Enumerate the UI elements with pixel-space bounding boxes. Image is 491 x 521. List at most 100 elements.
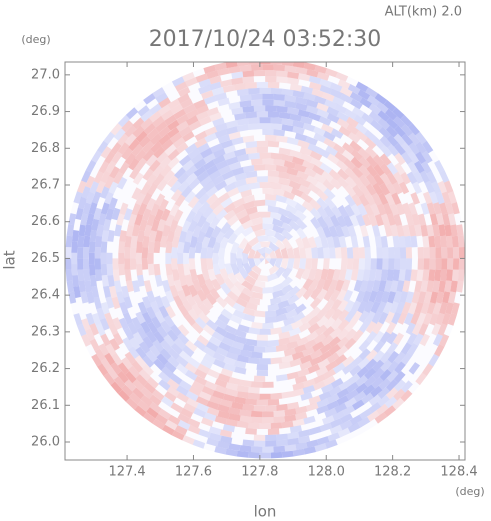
radar-texture [194,130,208,142]
radar-texture [438,280,446,293]
radar-texture [135,130,148,143]
radar-texture [203,64,216,74]
radar-texture [373,330,385,344]
radar-texture [387,360,399,373]
radar-texture [195,73,209,83]
radar-texture [307,315,321,327]
radar-texture [365,321,377,334]
radar-texture [251,321,263,329]
radar-texture [405,322,416,335]
radar-field [65,62,465,459]
radar-texture [232,197,246,208]
radar-texture [231,71,244,79]
radar-texture [344,310,356,323]
radar-texture [303,92,316,101]
radar-texture [221,336,234,347]
radar-texture [323,247,330,259]
radar-texture [65,258,72,270]
radar-texture [355,375,368,387]
radar-texture [281,354,294,363]
radar-texture [313,333,327,345]
radar-texture [262,99,274,106]
radar-texture [228,101,241,110]
radar-texture [217,373,231,383]
radar-texture [316,398,330,409]
radar-texture [414,160,425,174]
radar-texture [122,337,133,350]
radar-texture [131,187,142,200]
radar-texture [230,252,237,265]
radar-texture [178,154,192,167]
radar-texture [431,323,441,336]
radar-texture [352,258,360,270]
radar-texture [313,380,326,391]
radar-texture [272,224,285,234]
radar-texture [384,224,393,237]
radar-texture [309,306,322,319]
radar-texture [165,252,172,265]
radar-texture [223,151,236,161]
radar-texture [248,357,260,365]
radar-texture [265,199,277,207]
radar-texture [177,180,190,193]
radar-texture [245,398,257,406]
radar-texture [65,247,72,259]
radar-texture [447,191,457,204]
radar-texture [364,203,374,217]
radar-texture [72,275,80,287]
radar-texture [253,405,266,412]
radar-texture [364,375,377,388]
radar-texture [234,329,247,339]
radar-texture [408,202,418,215]
radar-texture [400,114,413,128]
radar-texture [259,87,271,94]
radar-texture [294,303,307,315]
radar-texture [436,213,445,226]
radar-texture [280,324,294,333]
radar-texture [81,334,92,347]
radar-texture [241,226,254,237]
radar-texture [174,167,186,180]
radar-texture [287,107,300,115]
radar-texture [149,133,162,146]
radar-texture [286,167,299,176]
radar-texture [429,313,439,326]
y-tick-label: 26.9 [31,104,60,119]
radar-texture [210,278,222,292]
radar-texture [193,99,206,109]
radar-texture [386,269,394,282]
radar-texture [358,348,371,361]
radar-texture [256,176,268,183]
radar-texture [259,123,271,130]
radar-texture [350,156,363,169]
radar-texture [372,367,385,380]
radar-texture [358,258,366,270]
radar-texture [226,156,239,166]
radar-texture [313,374,326,384]
radar-texture [330,128,344,139]
radar-texture [146,128,159,140]
radar-texture [171,235,180,248]
y-axis-label: lat [1,250,19,269]
radar-texture [350,98,363,110]
radar-texture [188,385,202,397]
radar-texture [445,202,454,215]
radar-texture [362,269,371,282]
radar-texture [95,180,106,194]
radar-texture [226,351,239,361]
radar-texture [215,385,228,395]
radar-texture [423,258,430,270]
radar-texture [307,236,317,249]
radar-texture [117,370,129,384]
radar-texture [445,302,454,315]
radar-texture [261,252,266,259]
radar-texture [205,341,219,352]
radar-texture [342,363,355,375]
radar-texture [303,415,316,425]
radar-texture [292,126,305,135]
radar-texture [205,293,217,306]
radar-texture [279,292,292,303]
radar-texture [358,164,371,178]
radar-texture [393,388,406,401]
radar-texture [281,237,293,250]
